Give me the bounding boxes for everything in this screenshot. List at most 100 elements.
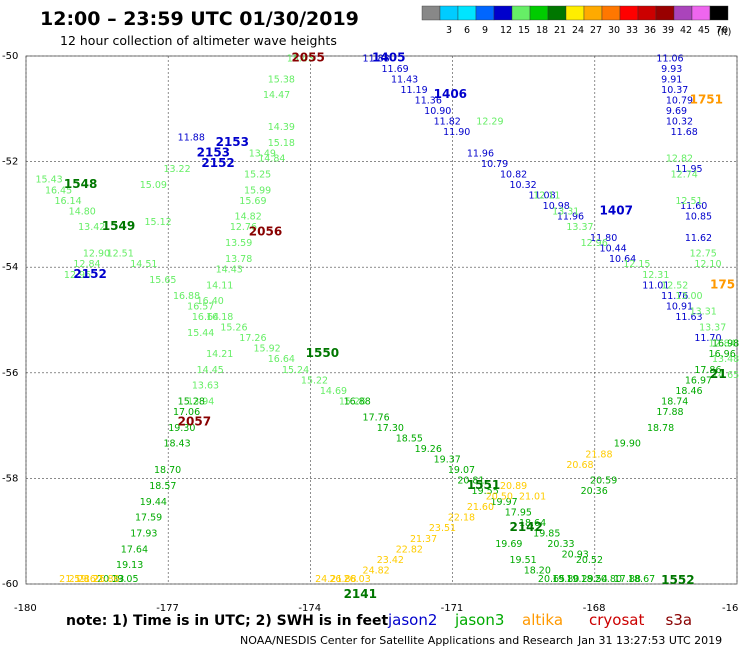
x-tick-labels: -180 -177 -174 -171 -168 -16 — [14, 603, 738, 614]
swh-value: 19.97 — [491, 497, 518, 508]
legend-swatch — [547, 5, 567, 21]
legend-swatch — [475, 5, 495, 21]
x-tick-label: -180 — [14, 603, 37, 614]
satellite-name: jason2 — [387, 611, 437, 629]
swh-value: 24.82 — [363, 565, 390, 576]
swh-value: 16.97 — [685, 375, 712, 386]
swh-value: 17.76 — [363, 412, 390, 423]
pass-time: 1406 — [434, 87, 467, 101]
pass-time: 2153 — [197, 145, 230, 159]
swh-value: 20.50 — [486, 492, 513, 503]
swh-value: 11.68 — [671, 127, 698, 138]
swh-value: 11.88 — [178, 132, 205, 143]
pass-time: 2152 — [73, 267, 106, 281]
swh-value: 21.86 — [92, 574, 119, 585]
swh-value: 12.96 — [581, 238, 608, 249]
swh-value: 11.90 — [443, 127, 470, 138]
legend-label: 42 — [680, 25, 692, 36]
swh-value: 14.39 — [268, 122, 295, 133]
legend-label: 45 — [698, 25, 710, 36]
swh-value: 14.11 — [206, 280, 233, 291]
satellite-name: altika — [522, 611, 563, 629]
swh-value: 9.69 — [666, 106, 687, 117]
swh-value: 19.55 — [472, 486, 499, 497]
swh-value: 16.88 — [173, 291, 200, 302]
swh-value: 12.51 — [675, 196, 702, 207]
swh-value: 14.84 — [258, 154, 285, 165]
swh-value: 15.26 — [339, 396, 366, 407]
swh-value: 11.82 — [434, 117, 461, 128]
swh-value: 11.96 — [467, 148, 494, 159]
swh-value: 21.59 — [59, 574, 86, 585]
y-tick-label: -50 — [2, 51, 18, 62]
swh-value: 11.01 — [642, 280, 669, 291]
swh-value: 20.93 — [562, 550, 589, 561]
swh-value: 13.37 — [699, 323, 726, 334]
swh-value: 12.76 — [230, 222, 257, 233]
x-tick-label: -174 — [298, 603, 321, 614]
swh-value: 18.54 — [581, 574, 608, 585]
legend-swatch — [619, 5, 639, 21]
swh-value: 11.36 — [415, 96, 442, 107]
swh-value: 13.63 — [192, 381, 219, 392]
swh-value: 11.95 — [675, 164, 702, 175]
swh-value: 11.63 — [675, 312, 702, 323]
swh-value: 14.65 — [712, 370, 739, 381]
pass-time: 1549 — [102, 219, 135, 233]
swh-value: 9.93 — [661, 64, 682, 75]
pass-time: 1548 — [64, 177, 97, 191]
swh-value: 21.86 — [69, 574, 96, 585]
swh-value: 12.11 — [533, 191, 560, 202]
y-tick-label: -52 — [2, 157, 18, 168]
legend-label: 12 — [500, 25, 512, 36]
swh-value: 18.70 — [154, 465, 181, 476]
swh-value: 12.82 — [666, 154, 693, 165]
legend-label: 3 — [446, 25, 452, 36]
swh-value: 11.96 — [557, 212, 584, 223]
color-legend: 3 6 9 12 15 18 21 24 27 30 33 36 39 42 45 70 — [421, 5, 729, 36]
legend-swatch — [493, 5, 513, 21]
swh-value: 10.32 — [666, 117, 693, 128]
legend-label: 6 — [464, 25, 470, 36]
swh-value: 24.21 — [315, 574, 342, 585]
swh-value: 14.47 — [263, 90, 290, 101]
swh-value: 20.59 — [590, 476, 617, 487]
swh-value: 13.37 — [566, 222, 593, 233]
swh-value: 13.49 — [249, 148, 276, 159]
swh-value: 11.62 — [685, 233, 712, 244]
swh-value: 19.90 — [614, 439, 641, 450]
swh-value: 16.64 — [192, 312, 219, 323]
chart-subtitle: 12 hour collection of altimeter wave hei… — [60, 33, 337, 48]
grid-lines — [25, 55, 738, 585]
swh-value: 16.96 — [709, 349, 736, 360]
swh-value: 17.30 — [377, 423, 404, 434]
swh-value: 12.84 — [709, 338, 736, 349]
swh-value: 12.31 — [642, 270, 669, 281]
swh-value: 15.43 — [35, 175, 62, 186]
legend-swatch — [529, 5, 549, 21]
x-tick-label: -177 — [156, 603, 179, 614]
swh-value: 13.00 — [675, 291, 702, 302]
swh-value: 16.18 — [206, 312, 233, 323]
swh-value: 17.88 — [656, 407, 683, 418]
legend-swatch — [655, 5, 675, 21]
swh-value: 13.42 — [78, 222, 105, 233]
legend-swatch — [583, 5, 603, 21]
pass-time: 1407 — [600, 203, 633, 217]
swh-value: 20.52 — [576, 555, 603, 566]
pass-time: 2055 — [291, 50, 324, 64]
legend-label: 30 — [608, 25, 620, 36]
swh-value: 17.88 — [614, 574, 641, 585]
swh-value: 11.88 — [363, 53, 390, 64]
swh-value: 14.80 — [69, 206, 96, 217]
swh-value: 14.51 — [130, 259, 157, 270]
swh-value: 11.43 — [391, 74, 418, 85]
y-tick-labels: -50 -52 -54 -56 -58 -60 — [2, 51, 18, 590]
swh-value: 12.90 — [83, 249, 110, 260]
swh-value: 10.90 — [424, 106, 451, 117]
swh-value: 16.98 — [712, 338, 739, 349]
swh-value: 19.85 — [533, 528, 560, 539]
swh-value: 20.68 — [566, 460, 593, 471]
swh-value: 21.37 — [410, 534, 437, 545]
